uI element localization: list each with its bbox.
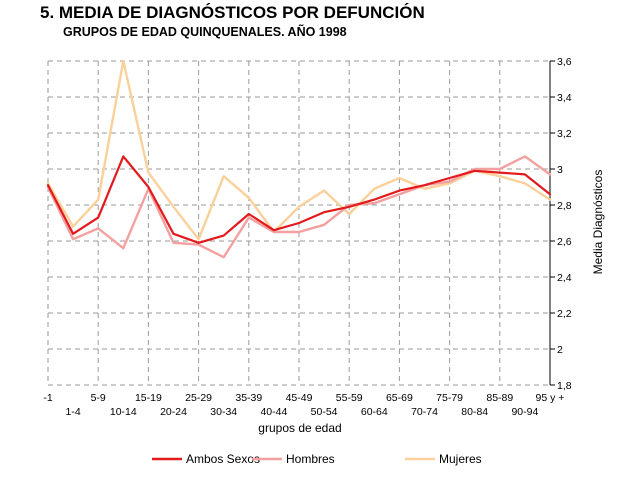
y-tick-label: 3,2 [557,128,572,140]
x-tick-label: 80-84 [461,406,488,418]
x-tick-label: 1-4 [66,406,81,418]
y-tick-label: 3,4 [557,92,572,104]
x-tick-label: 75-79 [436,392,463,404]
x-tick-label: -1 [43,392,52,404]
y-tick-label: 3,6 [557,56,572,68]
series-line-ambos-sexos [46,155,552,244]
legend-label: Hombres [286,452,335,466]
x-tick-labels: -1 1-4 5-9 10-14 15-19 20-24 25-29 30-34 35-39 40… [43,392,564,418]
chart-subtitle: GRUPOS DE EDAD QUINQUENALES. AÑO 1998 [63,25,347,39]
x-tick-label: 5-9 [91,392,106,404]
chart-title: 5. MEDIA DE DIAGNÓSTICOS POR DEFUNCIÓN [40,3,425,22]
x-tick-label: 10-14 [110,406,137,418]
x-tick-label: 25-29 [185,392,212,404]
x-tick-label: 55-59 [336,392,363,404]
x-tick-label: 95 y + [536,392,565,404]
x-tick-label: 85-89 [486,392,513,404]
grid-lines [47,60,551,386]
x-tick-label: 65-69 [386,392,413,404]
x-tick-label: 35-39 [235,392,262,404]
y-tick-label: 2,4 [557,272,572,284]
y-tick-label: 1,8 [557,380,572,392]
x-tick-label: 50-54 [311,406,338,418]
axes [549,60,555,386]
series-lines [46,59,552,259]
x-tick-label: 20-24 [160,406,187,418]
legend: Ambos Sexos Hombres Mujeres [152,452,482,466]
y-tick-label: 2 [557,344,563,356]
x-tick-label: 45-49 [286,392,313,404]
x-tick-label: 90-94 [511,406,538,418]
x-tick-label: 60-64 [361,406,388,418]
x-tick-label: 40-44 [260,406,287,418]
y-tick-labels: 3,6 3,4 3,2 3 2,8 2,6 2,4 2,2 2 1,8 [557,56,572,392]
x-tick-label: 70-74 [411,406,438,418]
legend-label: Mujeres [439,452,482,466]
x-tick-label: 30-34 [210,406,237,418]
y-tick-label: 2,8 [557,200,572,212]
x-axis-label: grupos de edad [258,421,341,435]
y-tick-label: 3 [557,164,563,176]
y-tick-label: 2,2 [557,308,572,320]
series-line-mujeres [46,59,552,241]
legend-label: Ambos Sexos [186,452,260,466]
y-axis-label: Media Diagnósticos [591,170,605,275]
y-tick-label: 2,6 [557,236,572,248]
x-tick-label: 15-19 [135,392,162,404]
